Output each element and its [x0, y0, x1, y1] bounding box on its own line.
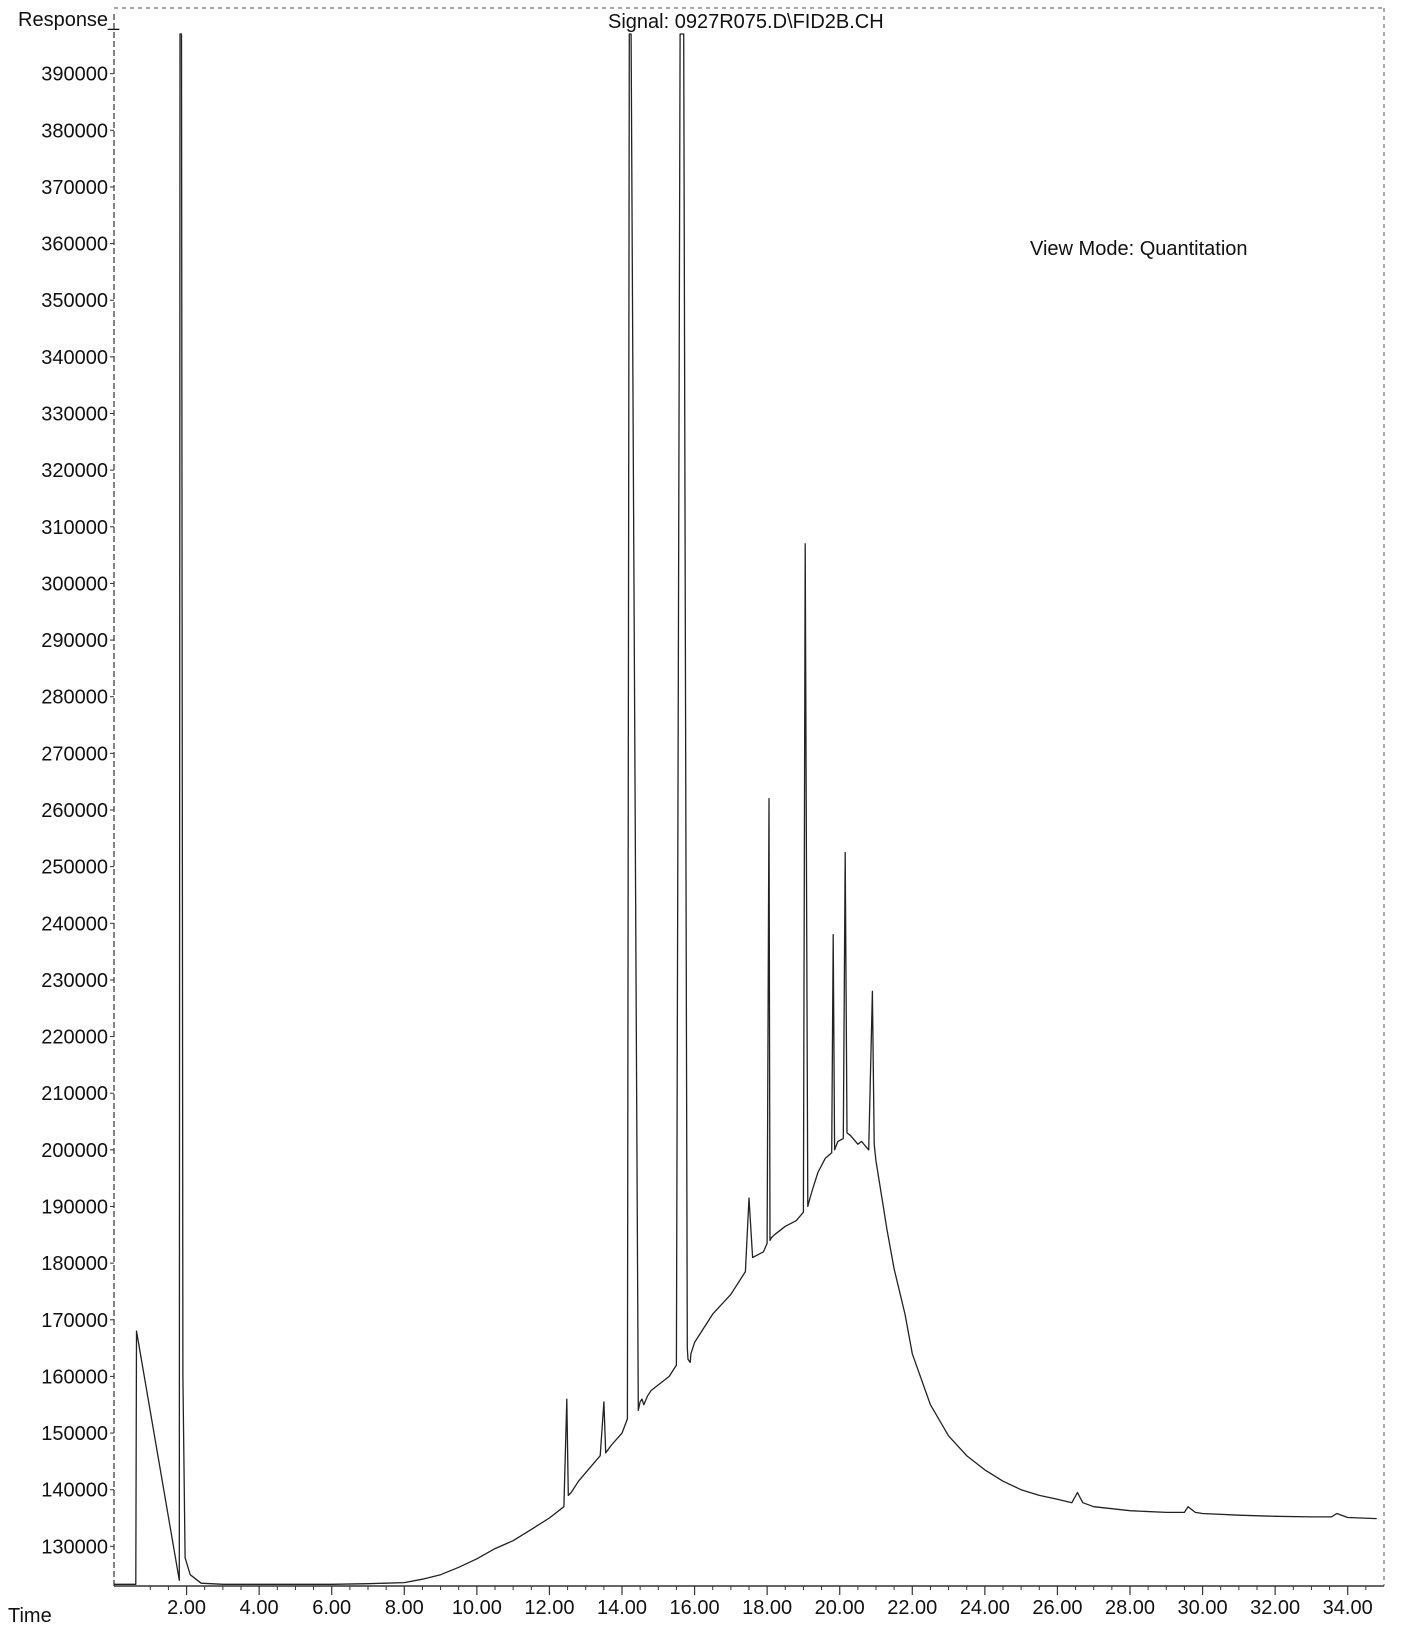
- y-tick-label: 350000: [41, 290, 108, 312]
- x-axis: 2.00 4.00 6.00 8.00 10.00 12.00 14.00 16.00 18.0…: [149, 1586, 1373, 1619]
- x-tick-label: 32.00: [1250, 1597, 1300, 1619]
- y-tick-label: 360000: [41, 234, 108, 256]
- x-tick-label: 12.00: [524, 1597, 574, 1619]
- y-tick-label: 140000: [41, 1480, 108, 1502]
- y-tick-label: 330000: [41, 404, 108, 426]
- y-tick-label: 320000: [41, 460, 108, 482]
- x-tick-label: 24.00: [960, 1597, 1010, 1619]
- x-tick-label: 20.00: [815, 1597, 865, 1619]
- y-tick-label: 300000: [41, 573, 108, 595]
- y-tick-label: 170000: [41, 1310, 108, 1332]
- y-tick-label: 260000: [41, 800, 108, 822]
- y-tick-label: 150000: [41, 1423, 108, 1445]
- y-tick-label: 370000: [41, 177, 108, 199]
- y-tick-label: 200000: [41, 1140, 108, 1162]
- y-tick-label: 270000: [41, 743, 108, 765]
- x-tick-label: 8.00: [385, 1597, 424, 1619]
- y-tick-label: 160000: [41, 1366, 108, 1388]
- y-tick-label: 230000: [41, 970, 108, 992]
- y-tick-label: 310000: [41, 517, 108, 539]
- view-mode-annotation: View Mode: Quantitation: [1030, 238, 1248, 260]
- y-tick-label: 190000: [41, 1196, 108, 1218]
- y-tick-label: 290000: [41, 630, 108, 652]
- x-tick-label: 2.00: [167, 1597, 206, 1619]
- x-tick-label: 30.00: [1178, 1597, 1228, 1619]
- x-axis-label: Time: [8, 1605, 52, 1627]
- y-axis-label: Response_: [18, 9, 120, 31]
- x-tick-label: 4.00: [240, 1597, 279, 1619]
- x-tick-label: 16.00: [670, 1597, 720, 1619]
- x-tick-label: 10.00: [452, 1597, 502, 1619]
- x-tick-label: 28.00: [1105, 1597, 1155, 1619]
- y-tick-label: 240000: [41, 913, 108, 935]
- y-tick-label: 380000: [41, 120, 108, 142]
- y-tick-label: 340000: [41, 347, 108, 369]
- series-layer: [114, 33, 1377, 1585]
- y-tick-label: 220000: [41, 1027, 108, 1049]
- y-tick-label: 390000: [41, 64, 108, 86]
- y-axis: 130000 140000 150000 160000 170000 180000 1900…: [41, 64, 114, 1558]
- x-tick-label: 22.00: [887, 1597, 937, 1619]
- x-tick-label: 6.00: [312, 1597, 351, 1619]
- y-tick-label: 280000: [41, 687, 108, 709]
- x-tick-label: 34.00: [1323, 1597, 1373, 1619]
- signal-title: Signal: 0927R075.D\FID2B.CH: [608, 11, 884, 33]
- x-tick-label: 18.00: [742, 1597, 792, 1619]
- y-tick-label: 210000: [41, 1083, 108, 1105]
- y-tick-label: 130000: [41, 1536, 108, 1558]
- x-tick-label: 14.00: [597, 1597, 647, 1619]
- y-tick-label: 250000: [41, 857, 108, 879]
- signal-trace: [114, 33, 1377, 1585]
- x-tick-label: 26.00: [1032, 1597, 1082, 1619]
- y-tick-label: 180000: [41, 1253, 108, 1275]
